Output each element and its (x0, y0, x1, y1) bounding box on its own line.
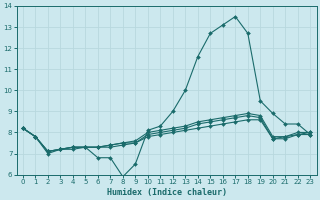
X-axis label: Humidex (Indice chaleur): Humidex (Indice chaleur) (107, 188, 227, 197)
